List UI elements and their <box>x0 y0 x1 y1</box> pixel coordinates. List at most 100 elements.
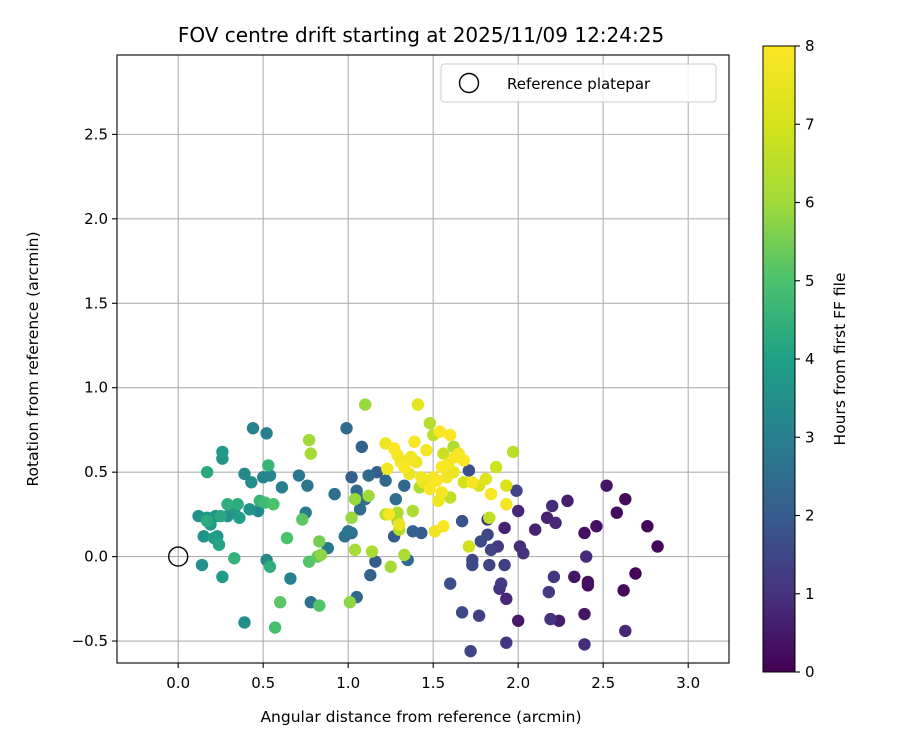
data-point <box>197 530 210 543</box>
data-point <box>381 462 394 475</box>
data-point <box>238 616 251 629</box>
data-point <box>500 498 513 511</box>
data-point <box>517 547 530 560</box>
data-point <box>365 545 379 558</box>
data-point <box>483 511 496 524</box>
colorbar-tick-label: 3 <box>805 428 815 446</box>
data-point <box>578 526 591 540</box>
data-point <box>406 504 419 518</box>
data-point <box>343 596 357 609</box>
data-point <box>495 577 508 590</box>
data-point <box>238 467 251 481</box>
data-point <box>411 398 425 411</box>
colorbar-tick-label: 5 <box>805 272 815 290</box>
data-point <box>408 435 421 448</box>
data-point <box>398 479 411 492</box>
data-point <box>345 511 358 524</box>
data-point <box>304 447 317 460</box>
data-point <box>600 479 613 492</box>
data-point <box>328 487 341 501</box>
data-point <box>433 425 447 438</box>
data-point <box>362 489 375 502</box>
data-point <box>547 570 561 584</box>
data-point <box>314 548 328 562</box>
y-tick-label: 2.5 <box>84 125 108 143</box>
data-point <box>243 503 256 516</box>
data-point <box>284 572 297 585</box>
data-point <box>510 484 523 497</box>
data-point <box>345 471 358 484</box>
data-point <box>423 482 436 496</box>
data-point <box>274 596 287 609</box>
data-point <box>393 518 406 531</box>
data-point <box>353 503 367 516</box>
data-point <box>590 520 603 533</box>
data-point <box>444 428 457 442</box>
data-point <box>246 422 260 435</box>
data-point <box>214 509 227 523</box>
y-tick-label: 1.5 <box>84 294 108 312</box>
data-point <box>228 552 241 565</box>
plot-area-frame <box>116 54 730 664</box>
data-point <box>435 486 448 499</box>
data-point <box>457 476 470 489</box>
data-point <box>512 614 525 627</box>
y-tick-label: −0.5 <box>72 632 108 650</box>
data-point <box>268 621 282 634</box>
data-point <box>342 525 355 538</box>
x-tick-label: 1.0 <box>336 674 360 692</box>
data-point <box>275 481 289 494</box>
data-point <box>423 416 436 430</box>
data-point <box>200 465 214 479</box>
x-axis-ticks: 0.0 0.5 1.0 1.5 2.0 2.5 3.0 <box>166 663 700 692</box>
data-point <box>500 479 513 492</box>
data-point <box>619 624 632 638</box>
data-point <box>296 513 309 526</box>
colorbar-tick-label: 8 <box>805 37 815 55</box>
data-point <box>455 606 469 619</box>
data-point <box>474 535 487 548</box>
data-points <box>167 398 664 658</box>
legend-label-reference: Reference platepar <box>507 75 651 93</box>
x-tick-label: 1.5 <box>421 674 445 692</box>
x-tick-label: 0.5 <box>251 674 275 692</box>
colorbar-tick-label: 1 <box>805 585 815 603</box>
y-tick-label: 0.0 <box>84 548 108 566</box>
colorbar-tick-label: 7 <box>805 115 815 133</box>
data-point <box>610 506 623 519</box>
data-point <box>561 494 574 508</box>
grid-lines <box>117 55 729 663</box>
legend-marker-reference <box>458 72 480 94</box>
data-point <box>415 471 428 484</box>
data-point <box>260 427 273 440</box>
chart-title: FOV centre drift starting at 2025/11/09 … <box>178 23 664 47</box>
data-point <box>200 514 214 528</box>
colorbar-gradient <box>762 45 796 673</box>
data-point <box>382 508 396 521</box>
data-point <box>369 555 382 568</box>
data-point <box>580 550 593 563</box>
data-point <box>404 450 418 464</box>
data-point <box>430 474 443 487</box>
data-point <box>359 398 372 411</box>
colorbar-tick-label: 2 <box>805 507 815 525</box>
data-point <box>313 535 326 548</box>
data-point <box>233 511 246 524</box>
colorbar: 0 1 2 3 4 5 6 7 8 Hours from first FF file <box>762 37 849 681</box>
data-point <box>444 577 457 590</box>
data-point <box>581 575 595 589</box>
data-point <box>263 469 277 482</box>
data-point <box>483 558 496 572</box>
data-point <box>216 570 229 584</box>
data-point <box>629 567 642 580</box>
data-point <box>462 464 476 477</box>
data-point <box>221 498 234 511</box>
x-tick-label: 0.0 <box>166 674 190 692</box>
colorbar-tick-label: 6 <box>805 194 815 212</box>
data-point <box>498 521 511 535</box>
data-point <box>348 492 362 506</box>
data-point <box>387 442 401 455</box>
data-point <box>546 499 559 513</box>
data-point <box>435 460 448 474</box>
